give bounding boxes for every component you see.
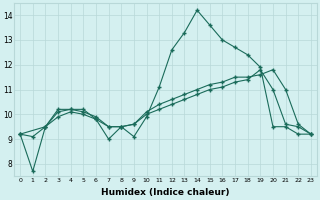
X-axis label: Humidex (Indice chaleur): Humidex (Indice chaleur) [101,188,230,197]
